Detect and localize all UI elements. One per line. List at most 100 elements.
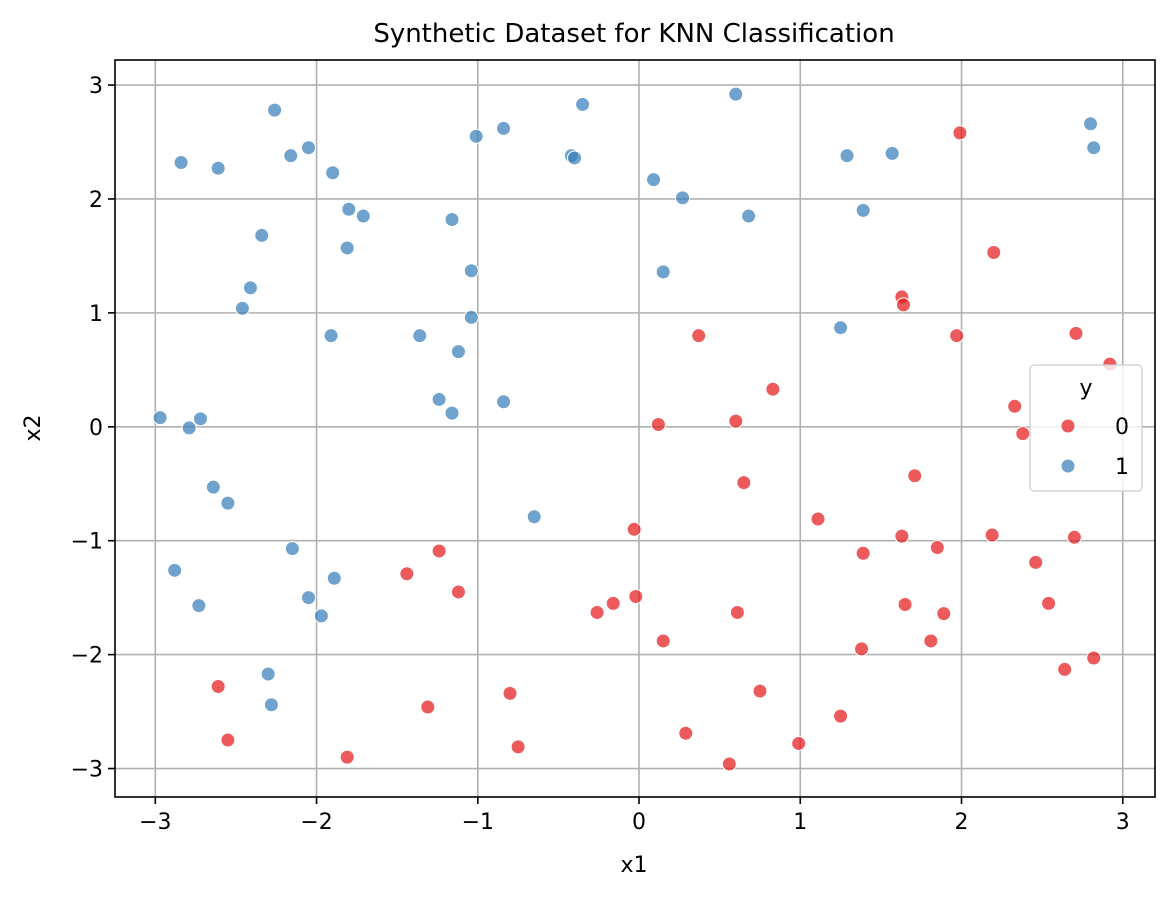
- data-point-series-1: [1086, 140, 1102, 156]
- data-point-series-1: [655, 264, 671, 280]
- y-tick-label: −2: [71, 644, 103, 669]
- data-point-series-0: [450, 584, 466, 600]
- data-point-series-1: [210, 160, 226, 176]
- data-point-series-0: [1041, 595, 1057, 611]
- data-point-series-1: [191, 598, 207, 614]
- legend-marker-0: [1060, 418, 1076, 434]
- data-point-series-0: [1066, 529, 1082, 545]
- data-point-series-0: [678, 725, 694, 741]
- data-point-series-1: [575, 96, 591, 112]
- data-point-series-0: [589, 604, 605, 620]
- data-point-series-1: [263, 697, 279, 713]
- data-point-series-1: [833, 320, 849, 336]
- data-point-series-1: [463, 263, 479, 279]
- data-point-series-1: [267, 102, 283, 118]
- data-point-series-0: [650, 417, 666, 433]
- legend-label-0: 0: [1115, 415, 1129, 440]
- data-point-series-1: [341, 201, 357, 217]
- data-point-series-0: [986, 245, 1002, 261]
- data-point-series-1: [152, 410, 168, 426]
- data-point-series-0: [220, 732, 236, 748]
- y-tick-label: 3: [89, 74, 103, 99]
- x-tick-label: 0: [632, 810, 646, 835]
- x-tick-label: 2: [955, 810, 969, 835]
- data-point-series-1: [326, 570, 342, 586]
- data-point-series-0: [728, 413, 744, 429]
- data-point-series-1: [444, 405, 460, 421]
- data-point-series-0: [810, 511, 826, 527]
- data-point-series-1: [675, 190, 691, 206]
- data-point-series-0: [605, 595, 621, 611]
- data-point-series-1: [260, 666, 276, 682]
- legend: y 0 1: [1029, 364, 1143, 492]
- y-tick-label: 0: [89, 416, 103, 441]
- data-point-series-1: [323, 328, 339, 344]
- x-tick-label: 3: [1116, 810, 1130, 835]
- data-point-series-0: [420, 699, 436, 715]
- data-point-series-0: [1057, 661, 1073, 677]
- plot-frame: [114, 59, 1156, 798]
- data-point-series-0: [1015, 426, 1031, 442]
- data-point-series-0: [339, 749, 355, 765]
- data-point-series-1: [855, 202, 871, 218]
- data-point-series-1: [884, 145, 900, 161]
- y-tick-label: 2: [89, 188, 103, 213]
- data-point-series-1: [339, 240, 355, 256]
- data-point-series-1: [173, 155, 189, 171]
- data-point-series-1: [496, 394, 512, 410]
- data-point-series-0: [210, 679, 226, 695]
- chart-title: Synthetic Dataset for KNN Classification: [373, 19, 894, 49]
- data-point-series-1: [220, 495, 236, 511]
- data-point-series-1: [300, 590, 316, 606]
- data-point-series-0: [897, 596, 913, 612]
- legend-label-1: 1: [1115, 455, 1129, 480]
- data-point-series-1: [325, 165, 341, 181]
- data-point-series-0: [929, 540, 945, 556]
- data-point-series-0: [1028, 554, 1044, 570]
- data-point-series-1: [300, 140, 316, 156]
- data-point-series-1: [431, 391, 447, 407]
- data-point-series-1: [181, 420, 197, 436]
- data-point-series-0: [791, 735, 807, 751]
- data-point-series-0: [655, 633, 671, 649]
- x-tick-label: −3: [139, 810, 171, 835]
- axis-ticks: −3 −2 −1 0 1 2 3 −3 −2 −1 0 1 2 3: [71, 74, 1130, 835]
- legend-box: [1029, 364, 1143, 492]
- y-axis-label: x2: [21, 414, 46, 441]
- data-point-series-0: [626, 521, 642, 537]
- data-point-series-1: [741, 208, 757, 224]
- data-point-series-1: [167, 562, 183, 578]
- data-point-series-0: [1007, 398, 1023, 414]
- data-point-series-1: [444, 211, 460, 227]
- data-point-series-1: [355, 208, 371, 224]
- data-point-series-0: [510, 739, 526, 755]
- data-point-series-0: [949, 328, 965, 344]
- data-point-series-1: [412, 328, 428, 344]
- data-point-series-0: [691, 328, 707, 344]
- data-point-series-0: [984, 527, 1000, 543]
- data-point-series-1: [1083, 116, 1099, 132]
- data-point-series-1: [496, 120, 512, 136]
- data-point-series-0: [736, 475, 752, 491]
- data-point-series-0: [952, 125, 968, 141]
- data-point-series-0: [833, 708, 849, 724]
- legend-title: y: [1079, 376, 1092, 401]
- y-tick-label: −3: [71, 758, 103, 783]
- x-tick-label: −1: [462, 810, 494, 835]
- data-point-series-0: [431, 543, 447, 559]
- legend-marker-1: [1060, 458, 1076, 474]
- data-point-series-0: [628, 589, 644, 605]
- data-point-series-0: [399, 566, 415, 582]
- data-point-series-0: [923, 633, 939, 649]
- data-point-series-0: [765, 381, 781, 397]
- data-point-series-1: [242, 280, 258, 296]
- data-point-series-1: [450, 344, 466, 360]
- data-point-series-0: [907, 468, 923, 484]
- data-point-series-0: [894, 528, 910, 544]
- data-point-series-0: [752, 683, 768, 699]
- data-points: [152, 86, 1118, 772]
- data-point-series-0: [1086, 650, 1102, 666]
- x-tick-label: 1: [793, 810, 807, 835]
